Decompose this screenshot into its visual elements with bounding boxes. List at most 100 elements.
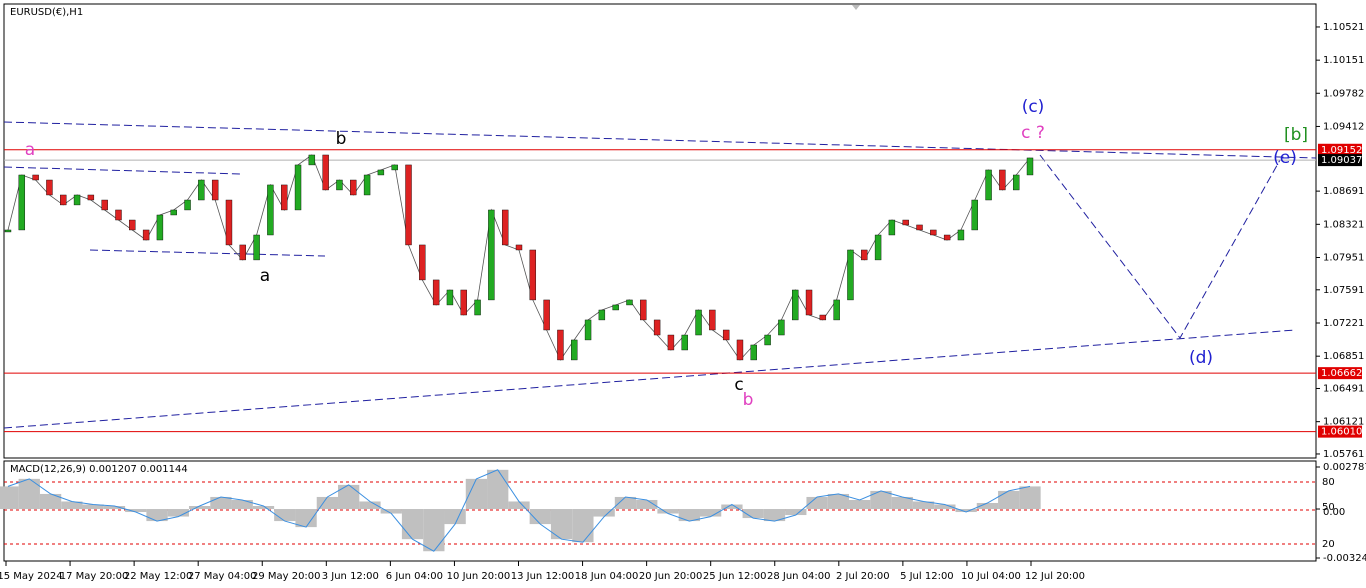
candle [239,244,246,261]
macd-bar [103,506,126,510]
macd-bar [210,496,232,510]
candle [18,174,26,231]
candle [73,194,81,206]
macd-y-tick-label: 0.002787 [1323,462,1366,473]
macd-bar [380,509,402,514]
x-tick-label: 17 May 20:00 [60,571,129,582]
wave-label: a [25,140,35,160]
macd-bar [487,469,509,510]
candle [446,289,454,306]
range-bottom-line [89,249,326,257]
wave-label: (c) [1022,97,1045,117]
candle [847,249,854,301]
wave-label: (d) [1189,348,1213,368]
candle [1026,157,1034,176]
y-tick-label: 1.06121 [1323,417,1364,428]
candle [971,199,978,231]
macd-level-label: 20 [1322,539,1335,550]
macd-bar [806,496,828,510]
candle [999,169,1006,191]
macd-bar [785,509,807,516]
price-tag [1318,425,1362,438]
macd-bar [742,509,764,519]
y-tick-label: 1.06851 [1323,351,1364,362]
wave-label: [b] [1284,125,1308,145]
candle [943,234,951,241]
candle [115,209,122,221]
candle [778,319,785,336]
y-tick-label: 1.10521 [1323,22,1364,33]
macd-line [7,469,1031,552]
candle [308,154,316,166]
x-tick-label: 2 Jul 20:00 [836,571,890,582]
macd-bar [912,501,935,510]
y-tick-label: 1.08691 [1323,186,1364,197]
macd-bar [61,501,83,510]
macd-bar [465,478,488,510]
macd-bar [252,506,275,510]
wave-label: c [734,375,743,395]
macd-bar [593,509,615,517]
wave-label: (e) [1273,148,1297,168]
macd-bar [0,486,19,510]
macd-bar [39,493,62,510]
x-tick-label: 22 May 12:00 [124,571,193,582]
candle [225,199,233,246]
macd-bar [529,509,551,525]
x-tick-label: 10 Jul 04:00 [961,571,1021,582]
candle [819,314,827,321]
candle [322,154,329,191]
main-panel [3,3,1317,459]
candle [198,179,205,201]
macd-bar [934,504,956,510]
price-tag-label: 1.06010 [1321,427,1362,438]
price-tag-label: 1.09037 [1321,155,1362,166]
candle [363,174,371,196]
y-tick-label: 1.09782 [1323,88,1364,99]
candle [653,319,661,336]
candle [46,179,53,196]
macd-level-label: 80 [1322,477,1335,488]
candle [101,199,108,211]
candle [667,334,675,351]
x-tick-label: 15 May 2024 [0,571,63,582]
price-tag [1318,143,1362,156]
macd-bar [827,493,850,510]
wave-label: c ? [1021,123,1045,143]
macd-bar [721,504,743,510]
candle [792,289,799,321]
macd-bar [955,509,977,513]
x-tick-label: 3 Jun 12:00 [322,571,379,582]
candle [750,344,757,361]
y-tick-label: 1.10151 [1323,55,1364,66]
macd-bar [146,509,168,522]
macd-bar [572,509,594,543]
candle [833,299,840,321]
macd-bar [763,509,786,522]
macd-y-tick-label: -0.003249 [1323,553,1366,564]
macd-bar [125,509,147,513]
x-tick-label: 13 Jun 12:00 [511,571,575,582]
macd-level-label: 50 [1322,502,1335,513]
candle [1012,174,1020,191]
candle [281,184,288,211]
candle [211,179,219,201]
y-tick-label: 1.07221 [1323,318,1364,329]
candle [184,199,191,211]
candle [253,234,260,261]
macd-bar [359,501,381,510]
price-tag-label: 1.06662 [1321,368,1362,379]
trendlines [3,121,1317,429]
y-tick-label: 1.08321 [1323,219,1364,230]
candle [377,169,385,176]
candle [488,209,495,301]
price-tag-label: 1.09152 [1321,145,1362,156]
candle [557,329,564,361]
candle [681,334,688,351]
candle [391,164,398,171]
x-tick-label: 10 Jun 20:00 [447,571,511,582]
candle [32,174,39,181]
x-tick-label: 25 Jun 12:00 [703,571,767,582]
candle [515,244,523,251]
